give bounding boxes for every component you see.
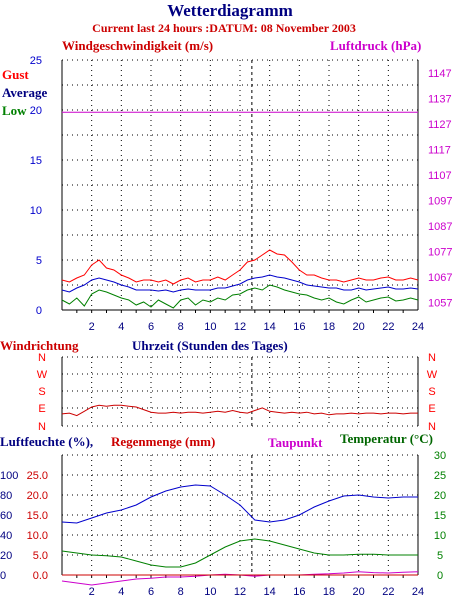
x-tick-label: 8 bbox=[178, 321, 184, 333]
x-tick-label: 22 bbox=[382, 586, 394, 598]
rain-tick-label: 25.0 bbox=[27, 470, 48, 482]
x-tick-label: 6 bbox=[148, 586, 154, 598]
series-wind-direction bbox=[61, 404, 418, 417]
legend-gust: Gust bbox=[2, 67, 29, 82]
series-luftfeuchte bbox=[61, 484, 418, 524]
direction-label-right: E bbox=[428, 403, 435, 415]
temperature-tick-label: 20 bbox=[434, 490, 446, 502]
rain-tick-label: 15.0 bbox=[27, 510, 48, 522]
rain-tick-label: 20.0 bbox=[27, 490, 48, 502]
humidity-tick-label: 100 bbox=[0, 470, 18, 482]
rain-tick-label: 10.0 bbox=[27, 530, 48, 542]
rain-label: Regenmenge (mm) bbox=[111, 434, 215, 449]
temperature-tick-label: 25 bbox=[434, 470, 446, 482]
humidity-tick-label: 0 bbox=[0, 570, 6, 582]
direction-label-right: N bbox=[428, 421, 436, 433]
chart-title: Wetterdiagramm bbox=[167, 1, 293, 20]
x-tick-label: 4 bbox=[118, 321, 124, 333]
x-tick-label: 12 bbox=[234, 321, 246, 333]
series-taupunkt bbox=[61, 571, 419, 586]
y2-tick-label: 1097 bbox=[428, 195, 452, 207]
y-tick-label: 10 bbox=[30, 205, 42, 217]
y-tick-label: 20 bbox=[30, 105, 42, 117]
y2-tick-label: 1067 bbox=[428, 272, 452, 284]
direction-label-left: N bbox=[38, 352, 46, 364]
rain-tick-label: 0.0 bbox=[33, 570, 48, 582]
dewpoint-label: Taupunkt bbox=[268, 435, 323, 450]
temperature-tick-label: 30 bbox=[434, 450, 446, 462]
series-temperatur bbox=[61, 538, 418, 568]
wind-direction-label: Windrichtung bbox=[0, 338, 79, 353]
direction-label-left: S bbox=[38, 386, 45, 398]
x-tick-label: 8 bbox=[178, 586, 184, 598]
x-tick-label: 2 bbox=[89, 321, 95, 333]
direction-label-right: N bbox=[428, 352, 436, 364]
series-average bbox=[61, 274, 419, 293]
humidity-tick-label: 60 bbox=[0, 510, 12, 522]
y2-tick-label: 1127 bbox=[428, 119, 452, 131]
direction-label-right: S bbox=[428, 386, 435, 398]
direction-label-left: W bbox=[37, 369, 48, 381]
x-tick-label: 16 bbox=[293, 586, 305, 598]
temperature-tick-label: 0 bbox=[437, 570, 443, 582]
temperature-tick-label: 5 bbox=[437, 550, 443, 562]
y2-tick-label: 1137 bbox=[428, 93, 452, 105]
y-tick-label: 0 bbox=[36, 305, 42, 317]
pressure-axis-label: Luftdruck (hPa) bbox=[330, 38, 421, 53]
y2-tick-label: 1087 bbox=[428, 221, 452, 233]
rain-tick-label: 5.0 bbox=[33, 550, 48, 562]
x-tick-label: 20 bbox=[353, 321, 365, 333]
x-tick-label: 2 bbox=[89, 586, 95, 598]
x-tick-label: 14 bbox=[264, 586, 276, 598]
x-tick-label: 18 bbox=[323, 586, 335, 598]
y2-tick-label: 1147 bbox=[428, 68, 452, 80]
humidity-tick-label: 20 bbox=[0, 550, 12, 562]
y2-tick-label: 1057 bbox=[428, 297, 452, 309]
humidity-tick-label: 40 bbox=[0, 530, 12, 542]
y-tick-label: 5 bbox=[36, 255, 42, 267]
y2-tick-label: 1107 bbox=[428, 170, 452, 182]
series-low bbox=[61, 284, 419, 309]
x-tick-label: 12 bbox=[234, 586, 246, 598]
temperature-tick-label: 15 bbox=[434, 510, 446, 522]
x-tick-label: 6 bbox=[148, 321, 154, 333]
wind-direction-panel: N NW WS SE EN N bbox=[37, 352, 438, 433]
direction-label-right: W bbox=[427, 369, 438, 381]
wind-pressure-panel: 0 5 10 15 20 25 1057 1067 1077 1087 1097 1107 1117 11… bbox=[30, 55, 453, 333]
y2-tick-label: 1117 bbox=[428, 144, 451, 156]
legend-average: Average bbox=[2, 85, 47, 100]
direction-label-left: N bbox=[38, 421, 46, 433]
x-tick-label: 10 bbox=[204, 321, 216, 333]
direction-label-left: E bbox=[38, 403, 45, 415]
temperature-label: Temperatur (°C) bbox=[340, 431, 433, 446]
x-tick-label: 24 bbox=[412, 321, 424, 333]
temperature-tick-label: 10 bbox=[434, 530, 446, 542]
x-tick-label: 16 bbox=[293, 321, 305, 333]
x-tick-label: 14 bbox=[264, 321, 276, 333]
y-tick-label: 15 bbox=[30, 155, 42, 167]
x-tick-label: 4 bbox=[118, 586, 124, 598]
x-tick-label: 22 bbox=[382, 321, 394, 333]
y-tick-label: 25 bbox=[30, 55, 42, 67]
humidity-tick-label: 80 bbox=[0, 490, 12, 502]
y2-tick-label: 1077 bbox=[428, 246, 452, 258]
humidity-label: Luftfeuchte (%), bbox=[0, 434, 93, 449]
legend-low: Low bbox=[2, 103, 27, 118]
wind-speed-axis-label: Windgeschwindigkeit (m/s) bbox=[62, 38, 213, 53]
x-tick-label: 24 bbox=[412, 586, 424, 598]
humidity-temperature-panel: 0 20 40 60 80 100 0.0 5.0 10.0 15.0 20.0 25.0 0 5 10 15… bbox=[0, 450, 446, 598]
x-tick-label: 20 bbox=[353, 586, 365, 598]
x-tick-label: 10 bbox=[204, 586, 216, 598]
chart-subtitle: Current last 24 hours :DATUM: 08 Novembe… bbox=[92, 21, 356, 35]
x-tick-label: 18 bbox=[323, 321, 335, 333]
time-axis-label: Uhrzeit (Stunden des Tages) bbox=[132, 338, 288, 353]
series-gust bbox=[61, 249, 419, 285]
